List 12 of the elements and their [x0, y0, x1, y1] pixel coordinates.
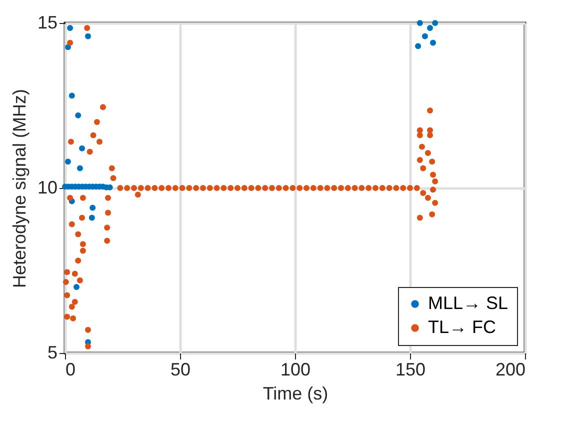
y-axis-title: Heterodyne signal (MHz)	[9, 88, 30, 288]
x-axis-title: Time (s)	[262, 384, 328, 404]
x-tick-label: 200	[495, 360, 526, 380]
x-tick-label: 50	[170, 360, 191, 380]
legend-label: MLL→ SL	[428, 293, 508, 313]
y-tick-label: 10	[37, 178, 58, 198]
y-tick-label: 5	[47, 342, 58, 362]
y-tick-label: 15	[37, 12, 58, 32]
legend-label: TL→ FC	[428, 317, 496, 337]
x-tick-label: 0	[66, 360, 76, 380]
x-tick-label: 100	[280, 360, 311, 380]
x-tick-label: 150	[395, 360, 426, 380]
